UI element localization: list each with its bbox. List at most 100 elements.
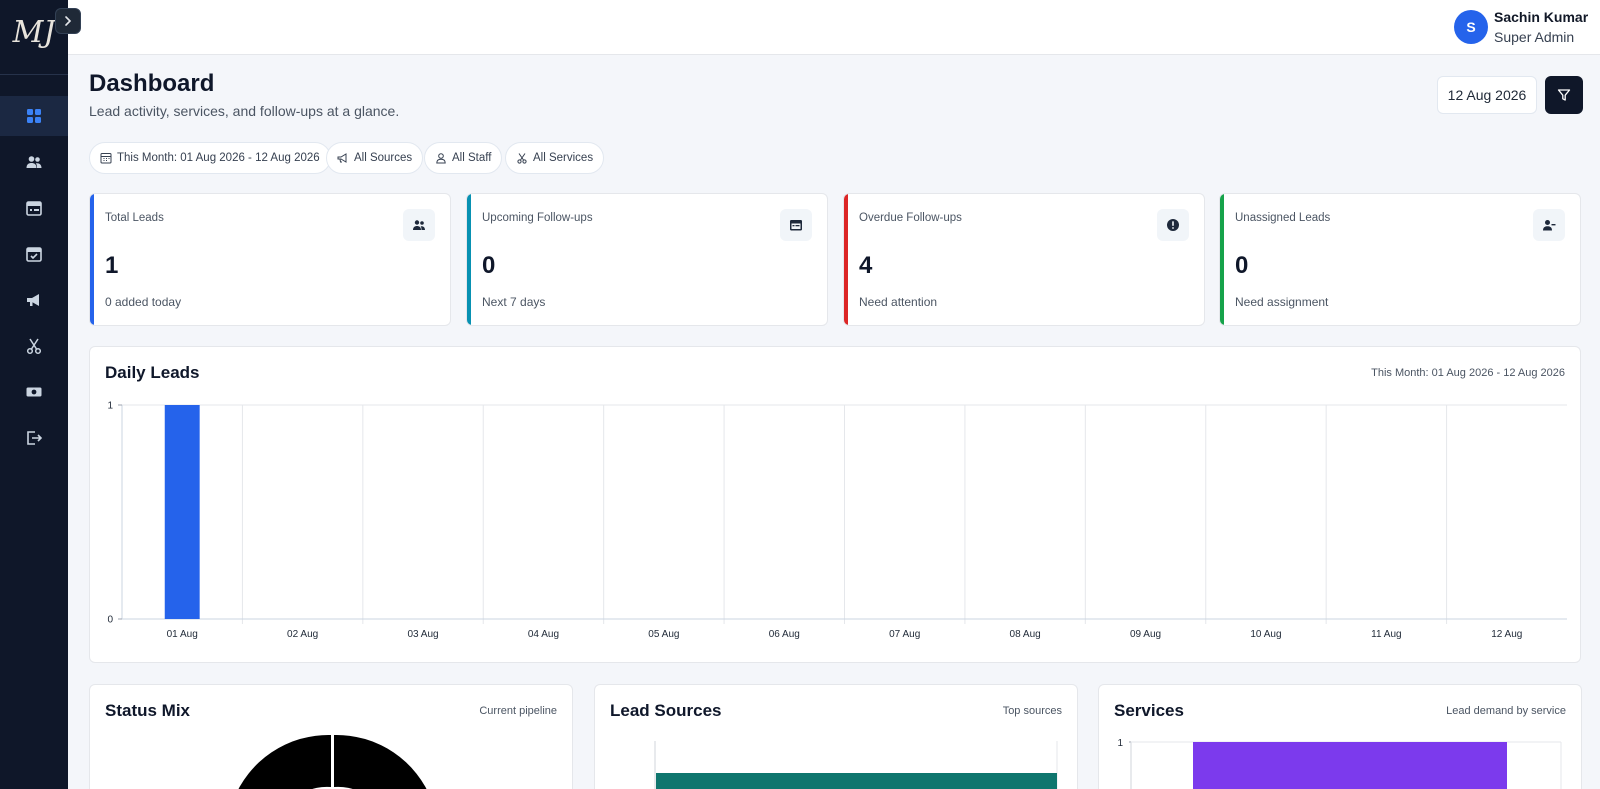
kpi-label: Unassigned Leads — [1235, 212, 1331, 224]
kpi-value: 4 — [859, 252, 873, 279]
status-mix-panel: Status Mix Current pipeline — [89, 684, 573, 789]
kpi-overdue-followups[interactable]: Overdue Follow-ups 4 Need attention — [843, 193, 1205, 326]
kpi-label: Total Leads — [105, 212, 164, 224]
users-icon — [26, 156, 42, 168]
kpi-note: Need assignment — [1235, 295, 1329, 309]
nav-dashboard[interactable] — [0, 96, 68, 136]
user-role: Super Admin — [1494, 29, 1575, 45]
source-bar[interactable] — [656, 773, 1057, 789]
service-bar[interactable] — [1193, 742, 1507, 789]
kpi-accent-bar — [467, 194, 471, 325]
sources-filter-chip[interactable]: All Sources — [326, 142, 424, 174]
services-filter-chip[interactable]: All Services — [505, 142, 605, 174]
panel-title: Lead Sources — [610, 701, 722, 720]
staff-filter-label: All Staff — [452, 152, 492, 164]
nav-followups[interactable] — [0, 188, 68, 228]
kpi-value: 0 — [482, 252, 496, 279]
x-tick-label: 12 Aug — [1491, 629, 1522, 640]
panel-title: Status Mix — [105, 701, 191, 720]
chevron-right-icon — [65, 16, 72, 26]
alert-icon — [1167, 219, 1179, 231]
kpi-icon-box — [1157, 209, 1189, 241]
scissors-icon — [517, 153, 527, 164]
status-mix-chart — [233, 734, 432, 789]
x-tick-label: 11 Aug — [1371, 629, 1401, 640]
scissors-icon — [26, 338, 42, 355]
x-tick-label: 08 Aug — [1010, 629, 1041, 640]
kpi-icon-box — [403, 209, 435, 241]
panel-title: Services — [1114, 701, 1184, 720]
user-minus-icon — [1543, 220, 1556, 231]
period-filter-label: This Month: 01 Aug 2026 - 12 Aug 2026 — [117, 152, 320, 164]
services-filter-label: All Services — [533, 152, 594, 164]
megaphone-icon — [337, 153, 347, 163]
kpi-value: 1 — [105, 252, 119, 279]
x-tick-label: 05 Aug — [648, 629, 679, 640]
kpi-upcoming-followups[interactable]: Upcoming Follow-ups 0 Next 7 days — [466, 193, 828, 326]
calendar-check-icon — [26, 247, 42, 262]
nav-campaigns[interactable] — [0, 280, 68, 320]
x-tick-label: 09 Aug — [1130, 629, 1161, 640]
lead-sources-panel: Lead Sources Top sources — [594, 684, 1078, 789]
funnel-icon — [1557, 89, 1571, 101]
calendar-icon — [100, 153, 112, 164]
kpi-icon-box — [1533, 209, 1565, 241]
y-tick-label: 1 — [1117, 738, 1123, 749]
users-icon — [413, 220, 425, 230]
kpi-accent-bar — [844, 194, 848, 325]
page-title: Dashboard — [89, 70, 215, 97]
x-tick-label: 04 Aug — [528, 629, 559, 640]
kpi-total-leads[interactable]: Total Leads 1 0 added today — [89, 193, 451, 326]
daily-leads-panel: Daily Leads This Month: 01 Aug 2026 - 12… — [89, 346, 1581, 663]
sidebar: MJ — [0, 0, 81, 789]
services-chart: 1 — [1117, 738, 1562, 789]
sidebar-toggle-button[interactable] — [55, 8, 81, 34]
donut-slice[interactable] — [334, 734, 432, 789]
nav-leads[interactable] — [0, 142, 68, 182]
y-tick-label: 0 — [107, 615, 113, 626]
panel-title: Daily Leads — [105, 363, 200, 382]
filter-button[interactable] — [1545, 76, 1583, 114]
megaphone-icon — [27, 294, 39, 306]
kpi-unassigned-leads[interactable]: Unassigned Leads 0 Need assignment — [1219, 193, 1581, 326]
sidebar-divider — [0, 74, 68, 75]
user-name: Sachin Kumar — [1494, 9, 1589, 25]
kpi-icon-box — [780, 209, 812, 241]
bar-01-aug[interactable] — [164, 405, 200, 619]
nav-services[interactable] — [0, 326, 68, 366]
x-tick-label: 10 Aug — [1250, 629, 1281, 640]
panel-meta: Lead demand by service — [1446, 705, 1566, 717]
cash-icon — [26, 387, 42, 397]
nav-logout[interactable] — [0, 418, 68, 458]
y-tick-label: 1 — [107, 401, 113, 412]
grid-icon — [27, 109, 41, 123]
avatar[interactable]: S — [1454, 10, 1488, 44]
kpi-accent-bar — [90, 194, 94, 325]
x-tick-label: 02 Aug — [287, 629, 318, 640]
panel-meta: Top sources — [1002, 705, 1062, 717]
kpi-value: 0 — [1235, 252, 1249, 279]
sources-filter-label: All Sources — [354, 152, 413, 164]
kpi-label: Overdue Follow-ups — [859, 212, 962, 224]
period-filter-chip[interactable]: This Month: 01 Aug 2026 - 12 Aug 2026 — [89, 142, 331, 174]
top-bar — [68, 0, 1600, 55]
x-tick-label: 01 Aug — [167, 629, 198, 640]
x-tick-label: 03 Aug — [407, 629, 438, 640]
staff-filter-chip[interactable]: All Staff — [424, 142, 503, 174]
panel-meta: Current pipeline — [479, 705, 557, 717]
calendar-list-icon — [26, 201, 42, 216]
calendar-list-icon — [790, 220, 802, 231]
daily-leads-chart: 0 1 01 Aug 02 Aug 03 Aug 04 Aug 05 Aug 06 Aug 07… — [107, 401, 1567, 640]
nav-payments[interactable] — [0, 372, 68, 412]
panel-date-range: This Month: 01 Aug 2026 - 12 Aug 2026 — [1371, 367, 1565, 379]
kpi-accent-bar — [1220, 194, 1224, 325]
brand-logo[interactable]: MJ — [12, 15, 56, 50]
user-icon — [436, 153, 446, 164]
services-panel: Services Lead demand by service 1 — [1098, 684, 1582, 789]
nav-appointments[interactable] — [0, 234, 68, 274]
page-subtitle: Lead activity, services, and follow-ups … — [89, 103, 400, 119]
kpi-label: Upcoming Follow-ups — [482, 212, 593, 224]
x-tick-label: 07 Aug — [889, 629, 920, 640]
donut-slice[interactable] — [233, 734, 331, 789]
date-picker[interactable]: 12 Aug 2026 — [1437, 76, 1537, 114]
